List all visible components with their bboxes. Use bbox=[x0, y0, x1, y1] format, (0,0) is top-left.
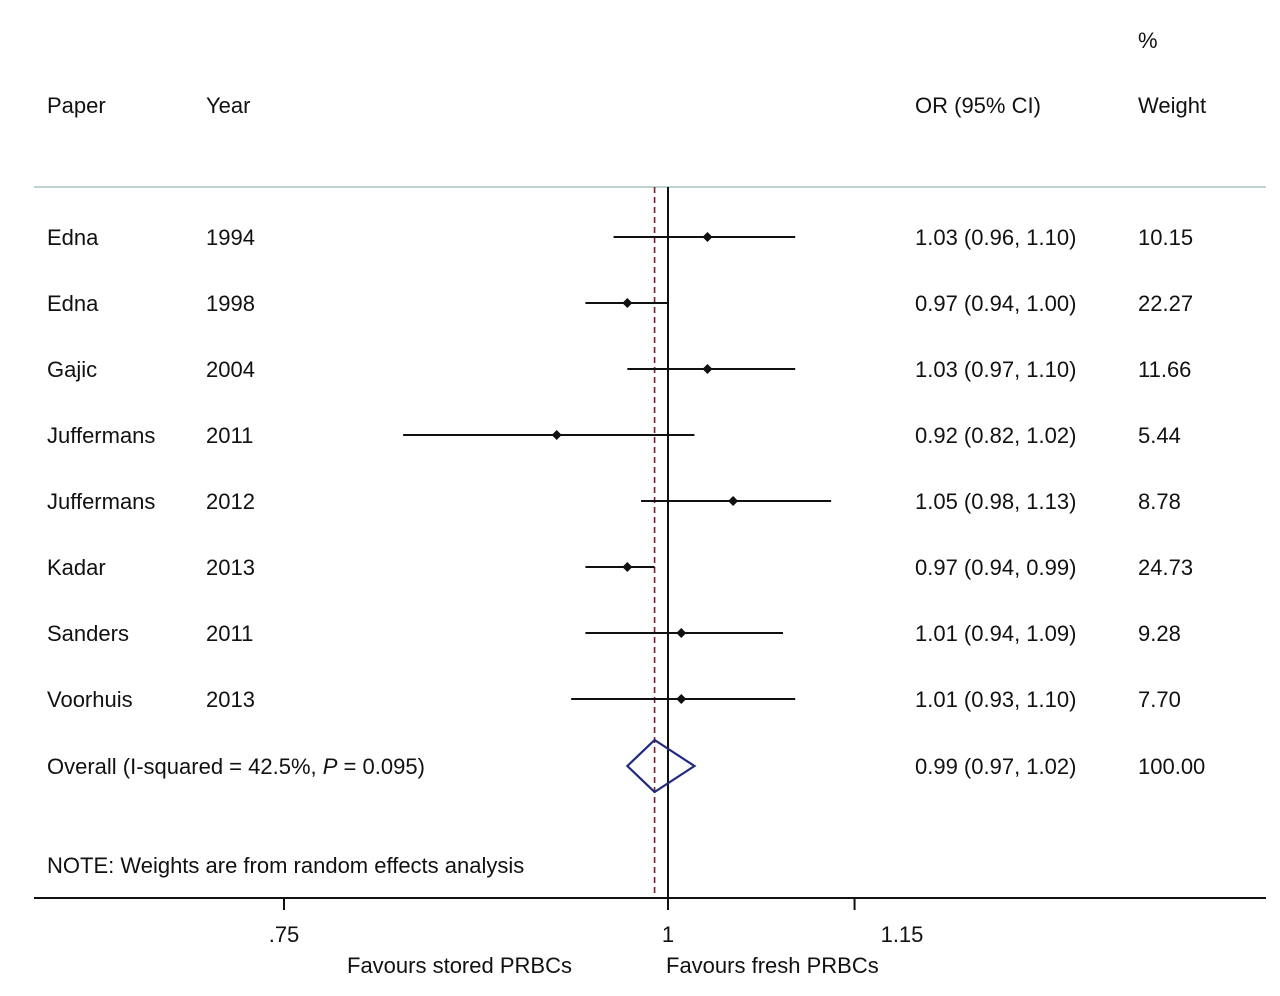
study-weight: 8.78 bbox=[1138, 489, 1181, 514]
study-year: 2011 bbox=[206, 621, 254, 646]
tick-label: .75 bbox=[268, 922, 300, 947]
study-row: Juffermans 2012 1.05 (0.98, 1.13) 8.78 bbox=[0, 489, 1280, 515]
weights-note: NOTE: Weights are from random effects an… bbox=[47, 853, 525, 878]
weight-header: Weight bbox=[1138, 93, 1207, 118]
favours-fresh-label: Favours fresh PRBCs bbox=[666, 953, 879, 978]
study-year: 2004 bbox=[206, 357, 255, 382]
point-estimate bbox=[676, 628, 687, 638]
study-or-ci: 1.03 (0.97, 1.10) bbox=[915, 357, 1077, 382]
study-weight: 22.27 bbox=[1138, 291, 1194, 316]
study-year: 2013 bbox=[206, 687, 255, 712]
study-weight: 5.44 bbox=[1138, 423, 1181, 448]
study-weight: 24.73 bbox=[1138, 555, 1194, 580]
point-estimate bbox=[551, 430, 562, 440]
study-or-ci: 0.97 (0.94, 0.99) bbox=[915, 555, 1077, 580]
study-year: 2012 bbox=[206, 489, 255, 514]
study-or-ci: 0.97 (0.94, 1.00) bbox=[915, 291, 1077, 316]
study-row: Kadar 2013 0.97 (0.94, 0.99) 24.73 bbox=[0, 555, 1280, 581]
study-or-ci: 1.01 (0.94, 1.09) bbox=[915, 621, 1077, 646]
point-estimate bbox=[702, 364, 713, 374]
study-row: Voorhuis 2013 1.01 (0.93, 1.10) 7.70 bbox=[0, 687, 1280, 713]
study-row: Edna 1998 0.97 (0.94, 1.00) 22.27 bbox=[0, 291, 1280, 317]
axis-ticks bbox=[283, 898, 856, 910]
study-year: 1994 bbox=[206, 225, 255, 250]
study-row: Gajic 2004 1.03 (0.97, 1.10) 11.66 bbox=[0, 357, 1280, 383]
study-paper: Juffermans bbox=[47, 489, 156, 514]
tick-label: 1.15 bbox=[880, 922, 924, 947]
study-row: Sanders 2011 1.01 (0.94, 1.09) 9.28 bbox=[0, 621, 1280, 647]
point-estimate bbox=[728, 496, 739, 506]
point-estimate bbox=[702, 232, 713, 242]
study-year: 1998 bbox=[206, 291, 255, 316]
overall-p-value: = 0.095) bbox=[337, 754, 425, 779]
study-paper: Voorhuis bbox=[47, 687, 133, 712]
favours-stored-label: Favours stored PRBCs bbox=[347, 953, 572, 978]
study-paper: Kadar bbox=[47, 555, 106, 580]
overall-or-ci: 0.99 (0.97, 1.02) bbox=[915, 754, 1077, 779]
study-paper: Edna bbox=[47, 225, 99, 250]
overall-diamond bbox=[625, 738, 697, 794]
study-or-ci: 1.05 (0.98, 1.13) bbox=[915, 489, 1077, 514]
or-ci-header: OR (95% CI) bbox=[915, 93, 1041, 118]
point-estimate bbox=[676, 694, 687, 704]
study-weight: 9.28 bbox=[1138, 621, 1181, 646]
overall-heterogeneity: Overall (I-squared = 42.5%, bbox=[47, 754, 323, 779]
study-weight: 7.70 bbox=[1138, 687, 1181, 712]
paper-header: Paper bbox=[47, 93, 106, 118]
study-weight: 11.66 bbox=[1138, 357, 1192, 382]
point-estimate bbox=[622, 562, 633, 572]
tick-label: 1 bbox=[661, 922, 675, 947]
year-header: Year bbox=[206, 93, 251, 118]
study-or-ci: 0.92 (0.82, 1.02) bbox=[915, 423, 1077, 448]
study-weight: 10.15 bbox=[1138, 225, 1194, 250]
weight-percent-header: % bbox=[1138, 28, 1158, 53]
p-symbol: P bbox=[322, 754, 338, 779]
study-row: Edna 1994 1.03 (0.96, 1.10) 10.15 bbox=[0, 225, 1280, 251]
study-year: 2011 bbox=[206, 423, 254, 448]
point-estimate bbox=[622, 298, 633, 308]
overall-label: Overall (I-squared = 42.5%, P = 0.095) bbox=[47, 754, 425, 780]
study-or-ci: 1.01 (0.93, 1.10) bbox=[915, 687, 1077, 712]
study-paper: Juffermans bbox=[47, 423, 156, 448]
study-year: 2013 bbox=[206, 555, 255, 580]
study-or-ci: 1.03 (0.96, 1.10) bbox=[915, 225, 1077, 250]
study-paper: Sanders bbox=[47, 621, 129, 646]
overall-row: Overall (I-squared = 42.5%, P = 0.095) 0… bbox=[0, 754, 1280, 780]
study-row: Juffermans 2011 0.92 (0.82, 1.02) 5.44 bbox=[0, 423, 1280, 449]
study-marks bbox=[403, 232, 832, 704]
study-paper: Edna bbox=[47, 291, 99, 316]
overall-weight: 100.00 bbox=[1138, 754, 1206, 779]
study-paper: Gajic bbox=[47, 357, 98, 382]
